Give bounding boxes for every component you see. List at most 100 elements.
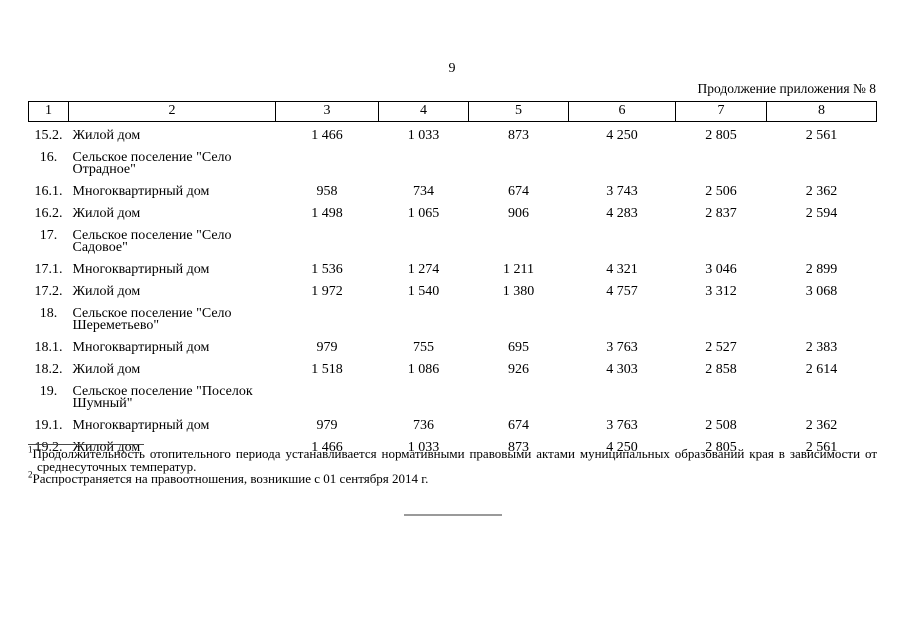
row-label: Многоквартирный дом <box>72 262 210 277</box>
table-row: 17.1. Многоквартирный дом 1 536 1 274 1 211 4… <box>29 259 877 281</box>
row-value-col-3: 1 466 <box>311 440 343 455</box>
table-row: 16.1. Многоквартирный дом 958 734 674 3 743 2 … <box>29 181 877 203</box>
table-header-col-1: 1 <box>28 101 69 122</box>
row-value-col-7: 2 858 <box>705 362 737 377</box>
row-value-col-3: 1 536 <box>311 262 343 277</box>
row-value-col-4: 1 086 <box>407 362 440 377</box>
row-number: 17.2. <box>34 284 63 299</box>
footnote: 2Распространяется на правоотношения, воз… <box>28 469 429 486</box>
table-row: 18.1. Многоквартирный дом 979 755 695 3 763 2 … <box>29 337 877 359</box>
row-value-col-4: 1 033 <box>407 128 440 143</box>
row-value-col-6: 4 303 <box>606 362 638 377</box>
row-value-col-8: 2 362 <box>805 184 838 199</box>
settlement-group-row: 17. Сельское поселение "Село Садовое" <box>29 225 877 259</box>
row-number: 19. <box>39 384 58 399</box>
row-value-col-7: 3 312 <box>705 284 737 299</box>
row-value-col-7: 2 508 <box>705 418 737 433</box>
row-value-col-8: 2 614 <box>805 362 838 377</box>
row-value-col-3: 979 <box>316 340 338 355</box>
row-value-col-4 <box>379 147 469 181</box>
row-label: Многоквартирный дом <box>72 340 210 355</box>
row-value-col-6 <box>569 225 676 259</box>
row-value-col-5 <box>469 303 569 337</box>
row-value-col-5: 695 <box>508 340 529 355</box>
table-header-col-3: 3 <box>275 101 379 122</box>
row-value-col-5: 926 <box>508 362 529 377</box>
row-value-col-7 <box>676 381 767 415</box>
row-value-col-8: 2 594 <box>805 206 838 221</box>
row-number: 16.2. <box>34 206 63 221</box>
row-value-col-5 <box>469 225 569 259</box>
row-value-col-3: 1 466 <box>311 128 343 143</box>
row-value-col-5: 873 <box>508 128 529 143</box>
row-value-col-4: 734 <box>413 184 434 199</box>
row-value-col-3 <box>276 381 379 415</box>
appendix-continuation-label: Продолжение приложения № 8 <box>697 81 876 96</box>
table-row: 15.2. Жилой дом 1 466 1 033 873 4 250 2 805 2 5… <box>29 122 877 148</box>
row-value-col-4: 736 <box>413 418 434 433</box>
footnote-marker: 1 <box>28 444 33 455</box>
row-value-col-8: 2 561 <box>805 128 838 143</box>
table-row: 18.2. Жилой дом 1 518 1 086 926 4 303 2 858 2 6… <box>29 359 877 381</box>
row-value-col-7: 2 837 <box>705 206 737 221</box>
row-value-col-4 <box>379 225 469 259</box>
row-value-col-3 <box>276 147 379 181</box>
row-value-col-7 <box>676 225 767 259</box>
row-value-col-8: 3 068 <box>805 284 838 299</box>
row-value-col-8: 2 561 <box>805 440 838 455</box>
row-value-col-8 <box>767 225 877 259</box>
row-number: 18.1. <box>34 340 63 355</box>
row-value-col-5 <box>469 381 569 415</box>
row-value-col-4: 1 274 <box>407 262 440 277</box>
row-label: Жилой дом <box>72 362 141 377</box>
row-label: Многоквартирный дом <box>72 184 210 199</box>
table-row: 16.2. Жилой дом 1 498 1 065 906 4 283 2 837 2 5… <box>29 203 877 225</box>
row-value-col-4 <box>379 303 469 337</box>
row-number: 15.2. <box>34 128 63 143</box>
row-label: Сельское поселение "Село Шереметьево" <box>72 306 232 333</box>
row-label: Жилой дом <box>72 206 141 221</box>
document-end-rule <box>404 514 502 516</box>
row-label: Сельское поселение "Поселок Шумный" <box>72 384 253 411</box>
row-value-col-8 <box>767 381 877 415</box>
row-label: Жилой дом <box>72 128 141 143</box>
row-value-col-7: 2 805 <box>705 440 737 455</box>
row-value-col-6: 4 321 <box>606 262 638 277</box>
row-value-col-7 <box>676 147 767 181</box>
table-row: 19.1. Многоквартирный дом 979 736 674 3 763 2 … <box>29 415 877 437</box>
row-value-col-6: 4 250 <box>606 128 638 143</box>
row-value-col-5: 1 380 <box>502 284 535 299</box>
row-value-col-5: 674 <box>508 418 529 433</box>
table-header-col-4: 4 <box>378 101 469 122</box>
row-value-col-4 <box>379 381 469 415</box>
row-value-col-5: 674 <box>508 184 529 199</box>
row-value-col-6: 4 250 <box>606 440 638 455</box>
settlement-group-row: 18. Сельское поселение "Село Шереметьево" <box>29 303 877 337</box>
row-value-col-7: 2 506 <box>705 184 737 199</box>
row-number: 19.1. <box>34 418 63 433</box>
footnote: 1Продолжительность отопительного периода… <box>28 444 877 474</box>
row-value-col-6: 4 283 <box>606 206 638 221</box>
table-row: 17.2. Жилой дом 1 972 1 540 1 380 4 757 3 312 3… <box>29 281 877 303</box>
row-value-col-8 <box>767 147 877 181</box>
row-value-col-6: 4 757 <box>606 284 638 299</box>
row-value-col-7: 3 046 <box>705 262 737 277</box>
settlement-group-row: 16. Сельское поселение "Село Отрадное" <box>29 147 877 181</box>
row-number: 16.1. <box>34 184 63 199</box>
row-value-col-3 <box>276 225 379 259</box>
row-value-col-8: 2 383 <box>805 340 838 355</box>
footnote-marker: 2 <box>28 469 33 480</box>
row-value-col-7: 2 527 <box>705 340 737 355</box>
page-number: 9 <box>448 61 456 76</box>
row-number: 16. <box>39 150 58 165</box>
row-value-col-7: 2 805 <box>705 128 737 143</box>
row-value-col-4: 1 033 <box>407 440 440 455</box>
table-header-col-5: 5 <box>468 101 569 122</box>
row-value-col-5: 873 <box>508 440 529 455</box>
row-value-col-3: 979 <box>316 418 338 433</box>
footnotes-block: 1Продолжительность отопительного периода… <box>28 444 877 486</box>
row-value-col-3 <box>276 303 379 337</box>
